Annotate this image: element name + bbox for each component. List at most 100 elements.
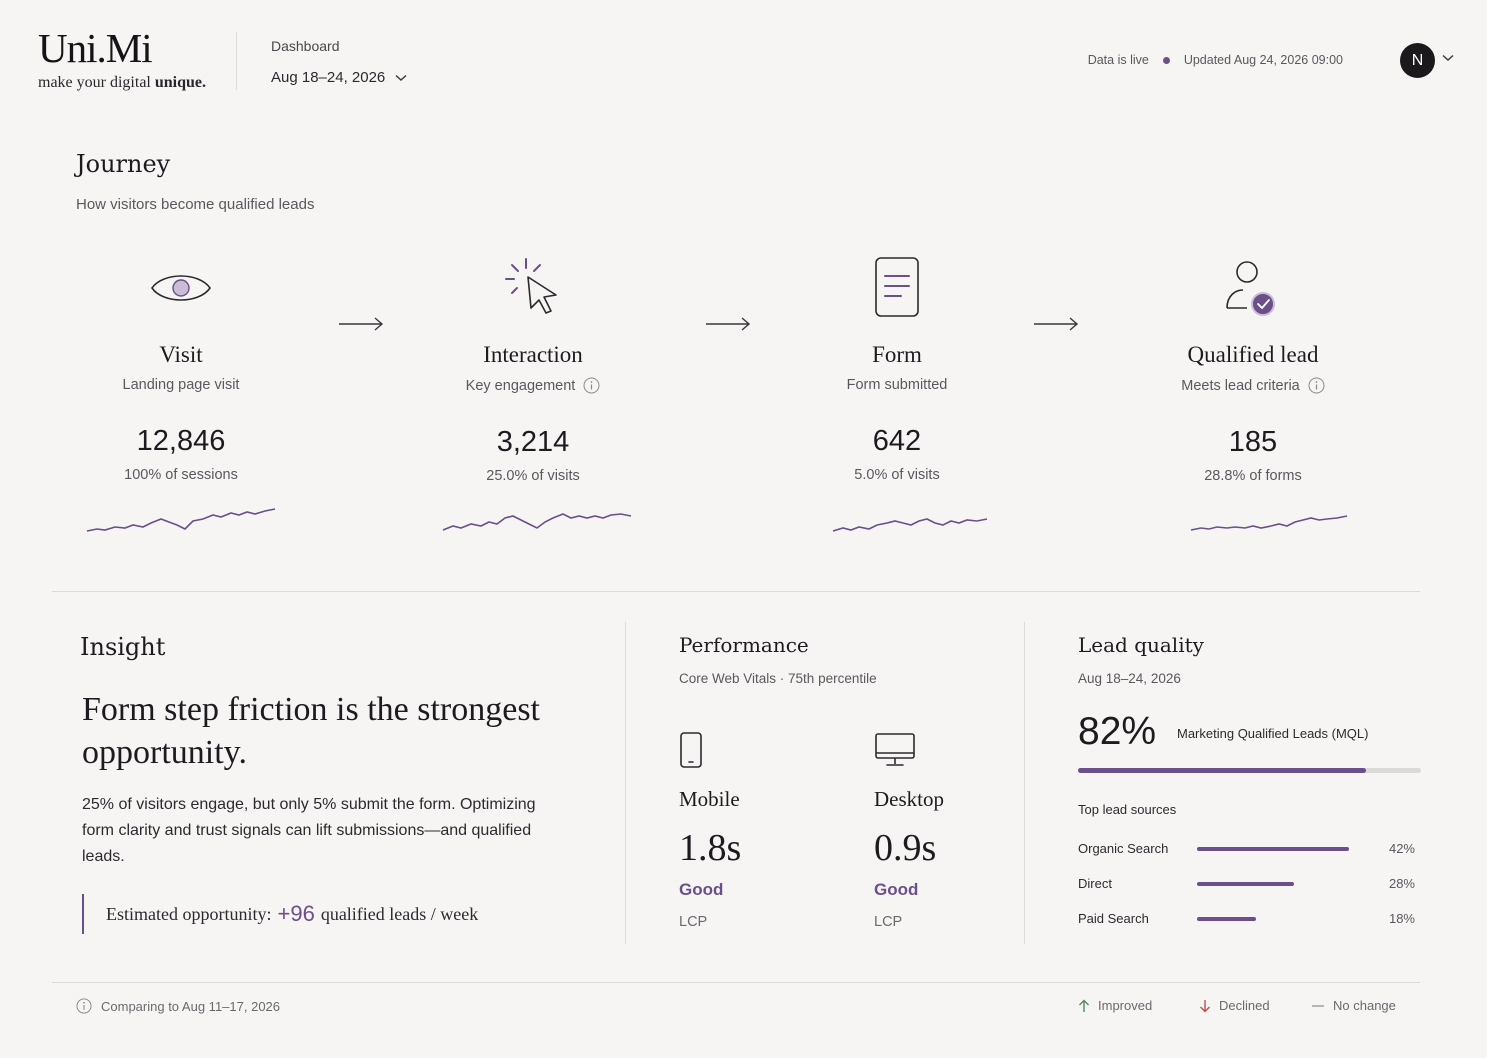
legend-declined-label: Declined: [1219, 998, 1270, 1013]
source-pct: 42%: [1388, 841, 1415, 856]
legend-improved-label: Improved: [1098, 998, 1153, 1013]
top-sources-label: Top lead sources: [1078, 802, 1177, 817]
stage-desc: Landing page visit: [51, 377, 311, 393]
chevron-down-icon[interactable]: [1442, 54, 1454, 62]
source-name: Direct: [1078, 876, 1112, 891]
source-name: Paid Search: [1078, 911, 1149, 926]
stage-name: Visit: [159, 342, 203, 367]
brand-name: Uni.Mi: [38, 25, 153, 71]
source-pct: 28%: [1388, 876, 1415, 891]
footer-divider: [52, 982, 1420, 983]
insight-title: Insight: [80, 633, 166, 661]
live-label: Data is live: [1087, 53, 1149, 67]
stage-desc: Form submitted: [767, 377, 1027, 393]
source-name: Organic Search: [1078, 841, 1169, 856]
stage-pct: 28.8% of forms: [1204, 468, 1302, 484]
document-icon: [767, 250, 1027, 326]
stage-desc-text: Meets lead criteria: [1181, 377, 1300, 394]
device-rating: Good: [679, 880, 724, 899]
performance-title: Performance: [679, 633, 809, 657]
header-divider: [236, 32, 237, 90]
comparison-note: Comparing to Aug 11–17, 2026: [76, 998, 280, 1014]
device-desktop: Desktop 0.9s Good LCP: [874, 732, 1034, 930]
device-metric: LCP: [874, 914, 903, 930]
column-divider: [1024, 622, 1025, 944]
journey-title: Journey: [76, 150, 171, 178]
mql-percentage: 82%: [1078, 710, 1157, 753]
user-check-icon: [1123, 250, 1383, 326]
breadcrumb[interactable]: Dashboard: [271, 38, 340, 54]
arrow-up-icon: [1079, 999, 1089, 1012]
insight-body: 25% of visitors engage, but only 5% subm…: [82, 796, 536, 865]
updated-timestamp: Updated Aug 24, 2026 09:00: [1183, 53, 1343, 67]
journey-subtitle: How visitors become qualified leads: [76, 196, 315, 213]
estimate-unit: qualified leads / week: [320, 903, 479, 924]
estimate-label: Estimated opportunity:: [106, 903, 272, 924]
device-lcp-value: 1.8s: [679, 827, 742, 869]
lead-quality-subtitle: Aug 18–24, 2026: [1078, 671, 1181, 686]
insight-headline: Form step friction is the strongest oppo…: [82, 691, 541, 771]
date-range-selector[interactable]: Aug 18–24, 2026: [271, 69, 407, 86]
stage-desc-text: Form submitted: [846, 377, 948, 393]
lead-source-row: Paid Search 18%: [1078, 911, 1418, 931]
mql-progress-bar: [1078, 768, 1421, 773]
sparkline: [51, 503, 311, 544]
brand-tagline: make your digital unique.: [38, 74, 206, 92]
avatar[interactable]: N: [1400, 43, 1435, 78]
stage-visit[interactable]: Visit Landing page visit 12,846 100% of …: [51, 250, 311, 544]
stage-desc: Meets lead criteria: [1123, 377, 1383, 394]
header: Uni.Mi make your digital unique. Dashboa…: [0, 0, 1487, 120]
source-bar-fill: [1197, 917, 1257, 921]
stage-pct: 100% of sessions: [124, 467, 238, 483]
column-divider: [625, 622, 626, 944]
stage-desc-text: Landing page visit: [122, 377, 240, 393]
comparison-text: Comparing to Aug 11–17, 2026: [101, 998, 281, 1014]
stage-value: 3,214: [496, 426, 570, 458]
sparkline: [403, 504, 663, 545]
arrow-right-icon: [339, 317, 384, 331]
legend-no-change: No change: [1311, 998, 1396, 1013]
stage-value: 12,846: [136, 425, 226, 457]
chevron-down-icon: [395, 74, 407, 81]
info-icon[interactable]: [583, 377, 600, 394]
estimate-value: +96: [277, 901, 315, 926]
section-divider: [52, 591, 1420, 592]
device-name: Mobile: [679, 787, 740, 811]
stage-qualified-lead[interactable]: Qualified lead Meets lead criteria 185 2…: [1123, 250, 1383, 545]
cursor-click-icon: [403, 250, 663, 326]
source-bar-fill: [1197, 882, 1295, 886]
arrow-down-icon: [1200, 999, 1210, 1012]
arrow-right-icon: [1034, 317, 1079, 331]
stage-name: Form: [872, 342, 922, 367]
lead-source-row: Direct 28%: [1078, 876, 1418, 896]
stage-pct: 5.0% of visits: [854, 467, 940, 483]
tagline-bold: unique.: [154, 74, 206, 91]
info-icon[interactable]: [76, 998, 92, 1014]
lead-quality-title: Lead quality: [1078, 633, 1204, 657]
source-bar: [1197, 847, 1349, 851]
stage-form[interactable]: Form Form submitted 642 5.0% of visits: [767, 250, 1027, 544]
mobile-icon: [680, 732, 702, 768]
desktop-icon: [875, 733, 915, 766]
arrow-right-icon: [706, 317, 751, 331]
device-rating: Good: [874, 880, 919, 899]
live-status: Data is live Updated Aug 24, 2026 09:00: [1088, 53, 1343, 67]
device-name: Desktop: [874, 787, 944, 811]
legend-declined: Declined: [1199, 998, 1270, 1013]
lead-source-row: Organic Search 42%: [1078, 841, 1418, 861]
info-icon[interactable]: [1308, 377, 1325, 394]
stage-name: Qualified lead: [1187, 342, 1319, 367]
brand-logo[interactable]: Uni.Mi make your digital unique.: [38, 26, 206, 92]
device-metric: LCP: [679, 914, 708, 930]
stage-interaction[interactable]: Interaction Key engagement 3,214 25.0% o…: [403, 250, 663, 545]
date-range-label: Aug 18–24, 2026: [271, 69, 386, 86]
stage-pct: 25.0% of visits: [486, 468, 580, 484]
stage-name: Interaction: [483, 342, 583, 367]
mql-label: Marketing Qualified Leads (MQL): [1177, 726, 1369, 741]
source-bar: [1197, 882, 1349, 886]
legend-improved: Improved: [1078, 998, 1152, 1013]
dash-icon: [1312, 1004, 1324, 1007]
source-pct: 18%: [1388, 911, 1415, 926]
device-mobile: Mobile 1.8s Good LCP: [679, 732, 839, 930]
live-dot-icon: [1162, 56, 1170, 64]
